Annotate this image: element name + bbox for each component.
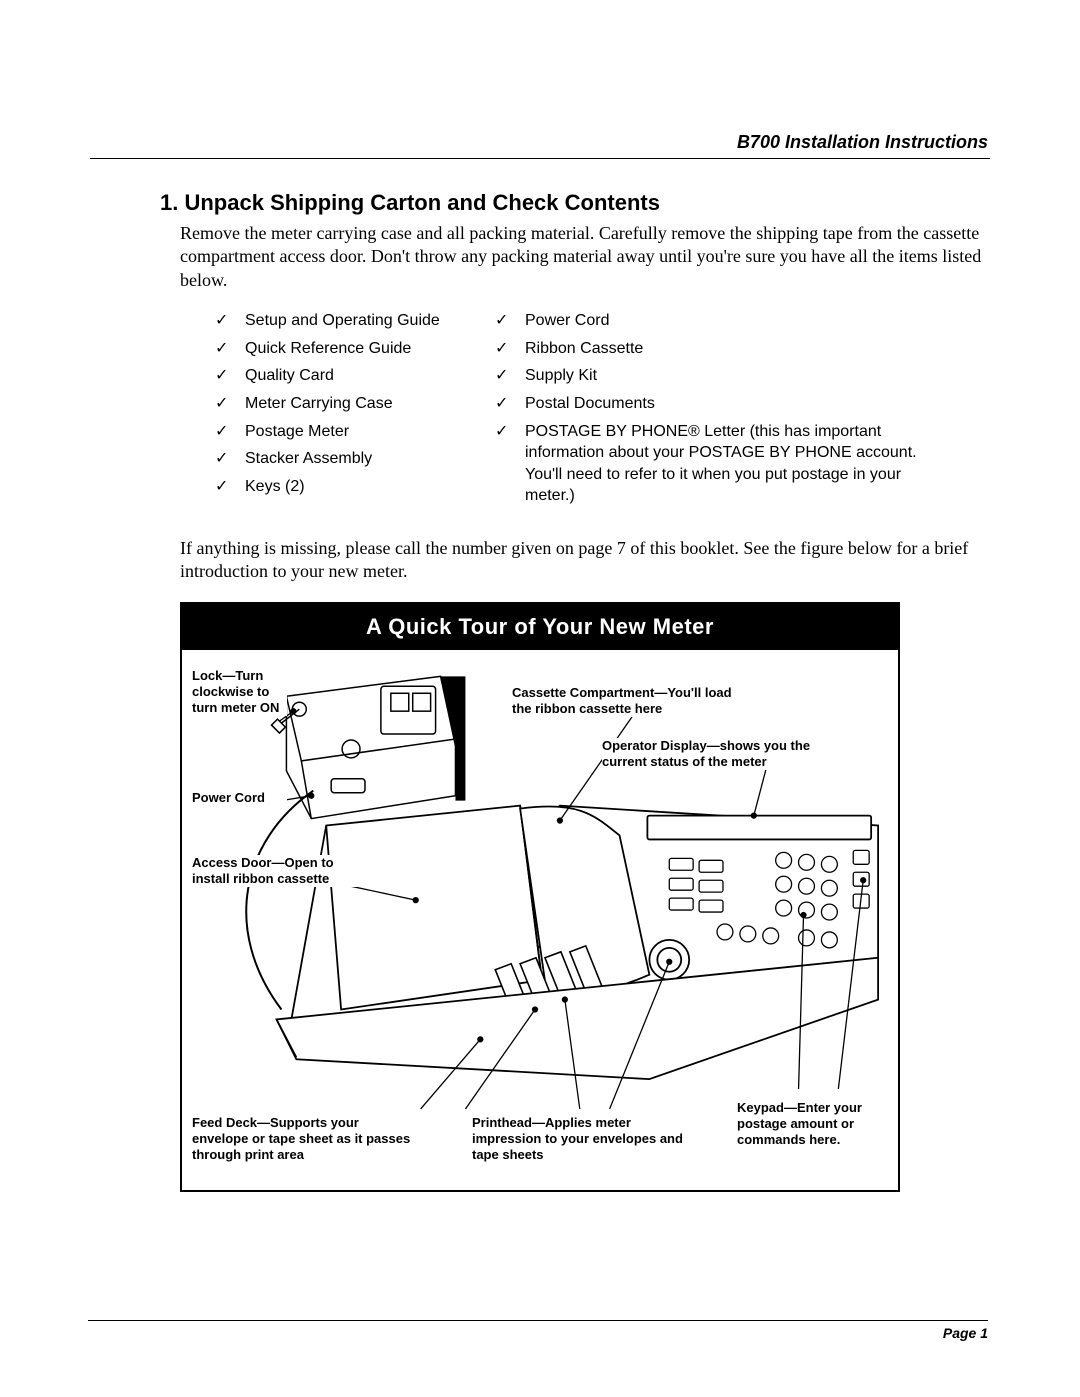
check-label: POSTAGE BY PHONE® Letter (this has impor… <box>525 421 925 507</box>
callout-access-door: Access Door—Open to install ribbon casse… <box>192 855 362 888</box>
callout-printhead: Printhead—Applies meter impression to yo… <box>472 1115 687 1164</box>
check-label: Meter Carrying Case <box>245 393 445 415</box>
checklist-col-2: ✓Power Cord ✓Ribbon Cassette ✓Supply Kit… <box>495 310 925 513</box>
check-label: Keys (2) <box>245 476 445 498</box>
check-label: Setup and Operating Guide <box>245 310 445 332</box>
list-item: ✓Quick Reference Guide <box>215 338 445 360</box>
figure-title: A Quick Tour of Your New Meter <box>182 604 898 650</box>
check-icon: ✓ <box>215 448 245 470</box>
check-icon: ✓ <box>215 310 245 332</box>
check-icon: ✓ <box>215 393 245 415</box>
check-icon: ✓ <box>495 365 525 387</box>
list-item: ✓Quality Card <box>215 365 445 387</box>
list-item: ✓Meter Carrying Case <box>215 393 445 415</box>
callout-keypad: Keypad—Enter your postage amount or comm… <box>737 1100 887 1149</box>
callout-display: Operator Display—shows you the current s… <box>602 738 847 771</box>
figure-box: A Quick Tour of Your New Meter <box>180 602 900 1192</box>
check-icon: ✓ <box>495 421 525 443</box>
check-icon: ✓ <box>215 476 245 498</box>
check-icon: ✓ <box>495 393 525 415</box>
callout-feed-deck: Feed Deck—Supports your envelope or tape… <box>192 1115 417 1164</box>
outro-paragraph: If anything is missing, please call the … <box>180 537 990 584</box>
check-icon: ✓ <box>215 338 245 360</box>
check-icon: ✓ <box>215 421 245 443</box>
check-label: Power Cord <box>525 310 925 332</box>
checklist: ✓Setup and Operating Guide ✓Quick Refere… <box>215 310 990 513</box>
document-page: B700 Installation Instructions 1. Unpack… <box>0 0 1080 1397</box>
page-number: Page 1 <box>943 1325 988 1341</box>
list-item: ✓Keys (2) <box>215 476 445 498</box>
list-item: ✓Postal Documents <box>495 393 925 415</box>
page-footer: Page 1 <box>88 1320 988 1341</box>
check-label: Quality Card <box>245 365 445 387</box>
header-doc-title: B700 Installation Instructions <box>737 132 988 153</box>
check-label: Quick Reference Guide <box>245 338 445 360</box>
list-item: ✓Ribbon Cassette <box>495 338 925 360</box>
section-number: 1. <box>160 190 178 215</box>
list-item: ✓Postage Meter <box>215 421 445 443</box>
list-item: ✓Supply Kit <box>495 365 925 387</box>
callout-cassette: Cassette Compartment—You'll load the rib… <box>512 685 747 718</box>
list-item: ✓POSTAGE BY PHONE® Letter (this has impo… <box>495 421 925 507</box>
list-item: ✓Stacker Assembly <box>215 448 445 470</box>
list-item: ✓Power Cord <box>495 310 925 332</box>
check-label: Ribbon Cassette <box>525 338 925 360</box>
check-icon: ✓ <box>495 338 525 360</box>
figure-body: Lock—Turn clockwise to turn meter ON Pow… <box>182 650 898 1190</box>
check-label: Postal Documents <box>525 393 925 415</box>
intro-paragraph: Remove the meter carrying case and all p… <box>180 222 990 292</box>
callout-lock: Lock—Turn clockwise to turn meter ON <box>192 668 287 717</box>
check-label: Stacker Assembly <box>245 448 445 470</box>
check-icon: ✓ <box>215 365 245 387</box>
check-label: Supply Kit <box>525 365 925 387</box>
section-heading: 1. Unpack Shipping Carton and Check Cont… <box>160 190 990 216</box>
callout-power-cord: Power Cord <box>192 790 287 806</box>
section-title: Unpack Shipping Carton and Check Content… <box>184 190 659 215</box>
checklist-col-1: ✓Setup and Operating Guide ✓Quick Refere… <box>215 310 445 513</box>
header-rule <box>90 158 990 159</box>
list-item: ✓Setup and Operating Guide <box>215 310 445 332</box>
check-label: Postage Meter <box>245 421 445 443</box>
check-icon: ✓ <box>495 310 525 332</box>
